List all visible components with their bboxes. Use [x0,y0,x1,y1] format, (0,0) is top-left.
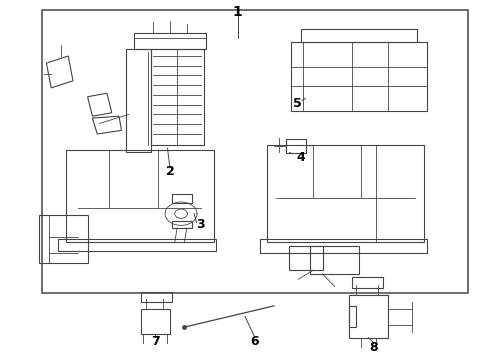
Text: 2: 2 [166,165,174,178]
Text: 6: 6 [250,335,259,348]
Text: 7: 7 [151,335,160,348]
Text: 3: 3 [196,218,205,231]
Text: 1: 1 [233,5,243,19]
Bar [42,10,468,293]
Text: 5: 5 [293,97,302,111]
Text: 8: 8 [369,341,378,354]
Text: 4: 4 [296,150,305,163]
